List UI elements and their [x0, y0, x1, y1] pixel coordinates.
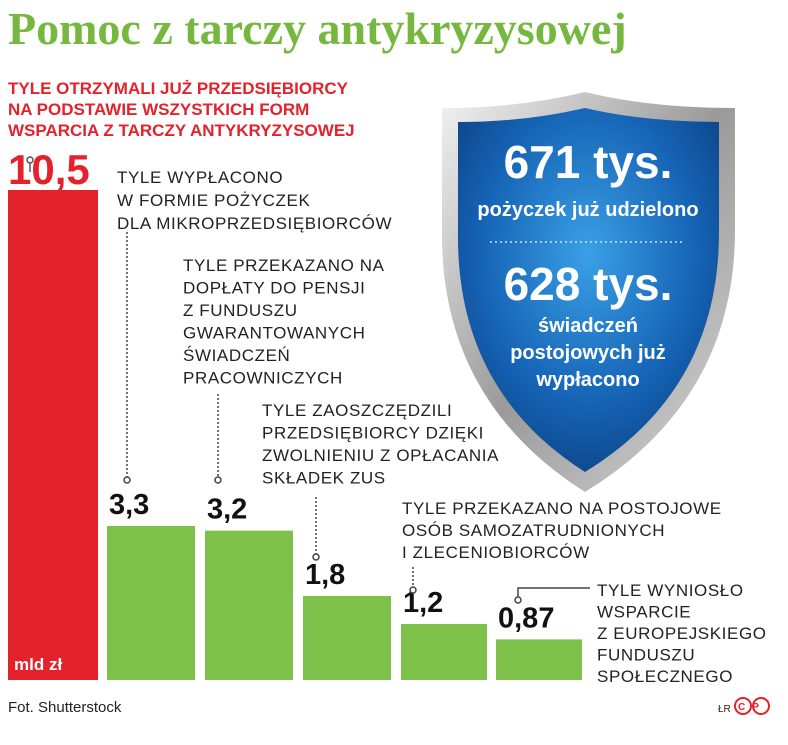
value-label: 3,2 — [207, 494, 247, 526]
logo: CP — [738, 702, 766, 713]
bar-description: DLA MIKROPRZEDSIĘBIORCÓW — [117, 214, 392, 233]
bar-description: TYLE OTRZYMALI JUŻ PRZEDSIĘBIORCY — [8, 79, 349, 98]
shield-text: wypłacono — [535, 369, 639, 391]
value-label: 0,87 — [498, 602, 554, 634]
bar-description: SKŁADEK ZUS — [262, 469, 386, 488]
bar-description: TYLE WYPŁACONO — [117, 168, 283, 187]
bar-description: ŚWIADCZEŃ — [183, 346, 290, 365]
bar — [303, 596, 391, 680]
bar-description: TYLE WYNIOSŁO — [597, 581, 744, 600]
shield — [457, 108, 719, 472]
bar — [8, 190, 98, 680]
bar-description: Z EUROPEJSKIEGO — [597, 624, 767, 643]
connector — [517, 587, 590, 600]
shield-text: postojowych już — [510, 342, 666, 364]
chart-title: Pomoc z tarczy antykryzysowej — [8, 3, 627, 54]
bar — [205, 530, 293, 680]
bar-description: WSPARCIA Z TARCZY ANTYKRYZYSOWEJ — [8, 121, 355, 140]
connector-dot — [26, 156, 34, 164]
connector-dot — [409, 586, 417, 594]
value-label: 10,5 — [8, 146, 90, 193]
logo-ring — [734, 697, 752, 715]
value-label: 1,8 — [305, 559, 345, 591]
connector-dot — [312, 553, 320, 561]
bar — [401, 624, 487, 680]
shield-value: 628 tys. — [504, 258, 673, 310]
bar-description: TYLE ZAOSZCZĘDZILI — [262, 401, 452, 420]
bar — [107, 526, 195, 680]
bar-description: SPOŁECZNEGO — [597, 667, 733, 686]
bar-description: DOPŁATY DO PENSJI — [183, 279, 365, 298]
source: Fot. Shutterstock — [8, 699, 122, 716]
connector-dot — [123, 476, 131, 484]
value-label: 3,3 — [109, 489, 149, 521]
shield-text: pożyczek już udzielono — [477, 199, 698, 221]
author: ŁR — [718, 704, 731, 715]
bar-description: GWARANTOWANYCH — [183, 324, 366, 343]
bar-description: TYLE PRZEKAZANO NA — [183, 256, 385, 275]
bar-description: NA PODSTAWIE WSZYSTKICH FORM — [8, 100, 309, 119]
connector-dot — [214, 476, 222, 484]
bar-description: OSÓB SAMOZATRUDNIONYCH — [402, 521, 665, 540]
shield-value: 671 tys. — [504, 136, 673, 188]
value-label: 1,2 — [403, 587, 443, 619]
bar-description: Z FUNDUSZU — [183, 301, 298, 320]
bar-description: I ZLECENIOBIORCÓW — [402, 543, 590, 562]
bar-description: PRZEDSIĘBIORCY DZIĘKI — [262, 424, 484, 443]
logo-ring — [752, 697, 770, 715]
connector-dot — [514, 596, 522, 604]
bar-description: TYLE PRZEKAZANO NA POSTOJOWE — [402, 499, 722, 518]
bar-description: ZWOLNIENIU Z OPŁACANIA — [262, 446, 499, 465]
bar-description: FUNDUSZU — [597, 646, 695, 665]
shield-text: świadczeń — [538, 315, 638, 337]
bar-description: W FORMIE POŻYCZEK — [117, 191, 310, 210]
bar-description: PRACOWNICZYCH — [183, 369, 343, 388]
unit-label: mld zł — [14, 655, 62, 674]
bar — [496, 639, 582, 680]
bar-description: WSPARCIE — [597, 603, 691, 622]
